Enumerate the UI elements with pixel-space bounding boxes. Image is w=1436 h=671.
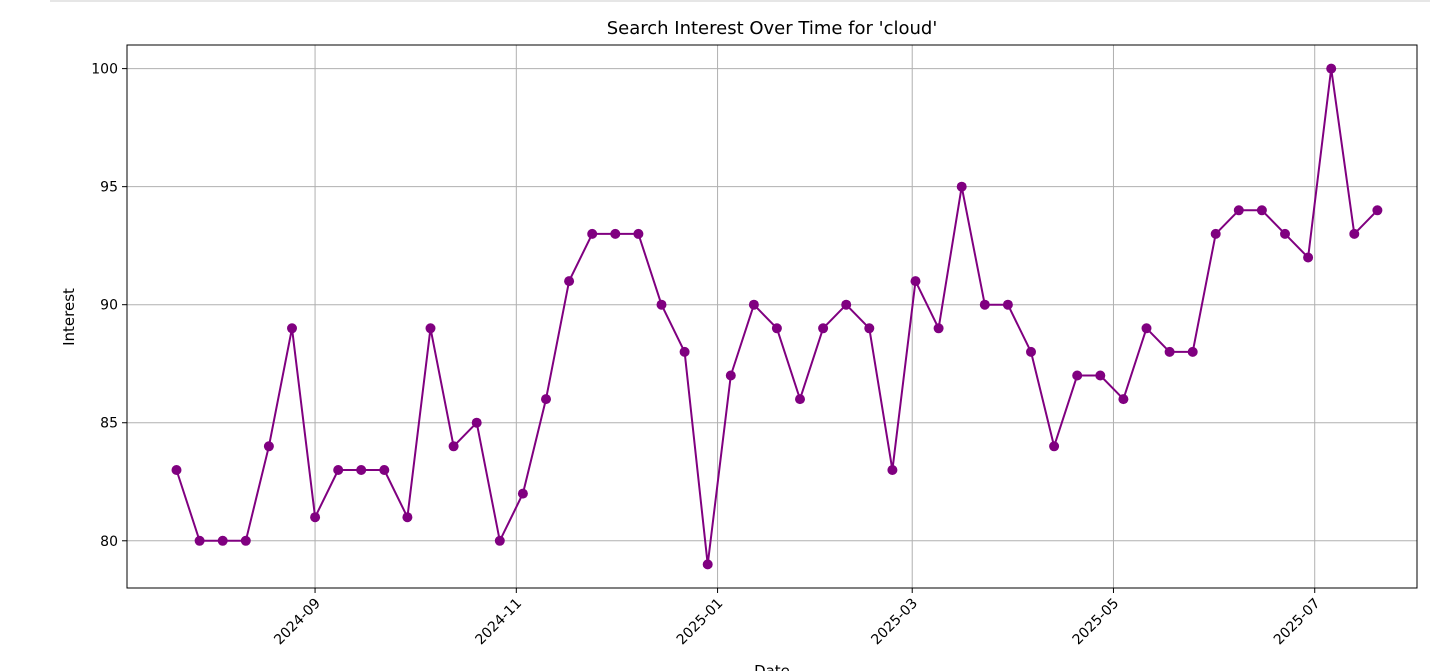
y-tick-label: 85	[100, 416, 118, 432]
data-point	[1372, 205, 1383, 216]
y-tick-label: 90	[100, 298, 118, 314]
data-point	[517, 488, 528, 499]
data-point	[748, 299, 759, 310]
data-point	[841, 299, 852, 310]
data-point	[910, 276, 921, 287]
y-tick-label: 95	[100, 180, 118, 196]
x-tick-label: 2025-07	[1271, 596, 1324, 649]
x-tick-label: 2025-03	[868, 596, 921, 649]
data-point	[887, 465, 898, 475]
data-point	[263, 441, 274, 452]
data-point	[956, 181, 967, 192]
data-point	[541, 394, 551, 405]
data-point	[702, 559, 713, 570]
data-point	[1233, 205, 1244, 216]
data-point	[1049, 441, 1060, 452]
data-point	[1095, 370, 1106, 381]
data-point	[217, 535, 228, 546]
series-line	[175, 67, 1379, 566]
data-point	[379, 465, 390, 475]
data-point	[656, 299, 667, 310]
data-point	[679, 346, 690, 357]
data-point	[494, 535, 505, 546]
chart-title: Search Interest Over Time for 'cloud'	[607, 18, 938, 39]
data-point	[1026, 346, 1036, 357]
data-point	[818, 323, 829, 334]
data-point	[1002, 299, 1013, 310]
data-point	[587, 228, 598, 239]
data-point	[864, 323, 875, 334]
data-point	[1072, 370, 1083, 381]
data-point	[1187, 346, 1198, 357]
data-point	[795, 394, 805, 405]
data-point	[425, 323, 436, 334]
data-point	[1349, 228, 1360, 239]
plot-frame	[126, 44, 1418, 589]
x-axis-label: Date	[754, 662, 790, 671]
data-point	[310, 512, 321, 523]
data-point	[1210, 228, 1221, 239]
y-axis-label: Interest	[60, 288, 78, 346]
data-point	[633, 228, 644, 239]
data-point	[610, 228, 621, 239]
data-point	[1164, 346, 1175, 357]
series-layer	[171, 63, 1383, 570]
data-point	[1303, 252, 1314, 263]
y-tick-label: 80	[100, 534, 118, 550]
data-point	[448, 441, 459, 452]
data-point	[979, 299, 990, 310]
data-point	[1326, 63, 1337, 74]
data-point	[171, 465, 182, 475]
data-point	[194, 535, 205, 546]
data-point	[771, 323, 782, 334]
data-point	[1118, 394, 1129, 405]
y-tick-label: 100	[91, 62, 118, 78]
data-point	[1141, 323, 1152, 334]
data-point	[725, 370, 736, 381]
data-point	[1280, 228, 1290, 239]
data-point	[1256, 205, 1267, 216]
data-point	[564, 276, 575, 287]
data-point	[333, 465, 344, 475]
x-tick-label: 2025-01	[674, 596, 727, 649]
data-point	[240, 535, 251, 546]
top-divider	[50, 0, 1430, 2]
x-tick-label: 2024-11	[472, 596, 525, 649]
data-point	[402, 512, 413, 523]
data-point	[933, 323, 944, 334]
data-point	[471, 417, 482, 428]
x-tick-label: 2024-09	[271, 596, 324, 649]
x-tick-label: 2025-05	[1070, 596, 1123, 649]
data-point	[287, 323, 297, 334]
data-point	[356, 465, 367, 475]
